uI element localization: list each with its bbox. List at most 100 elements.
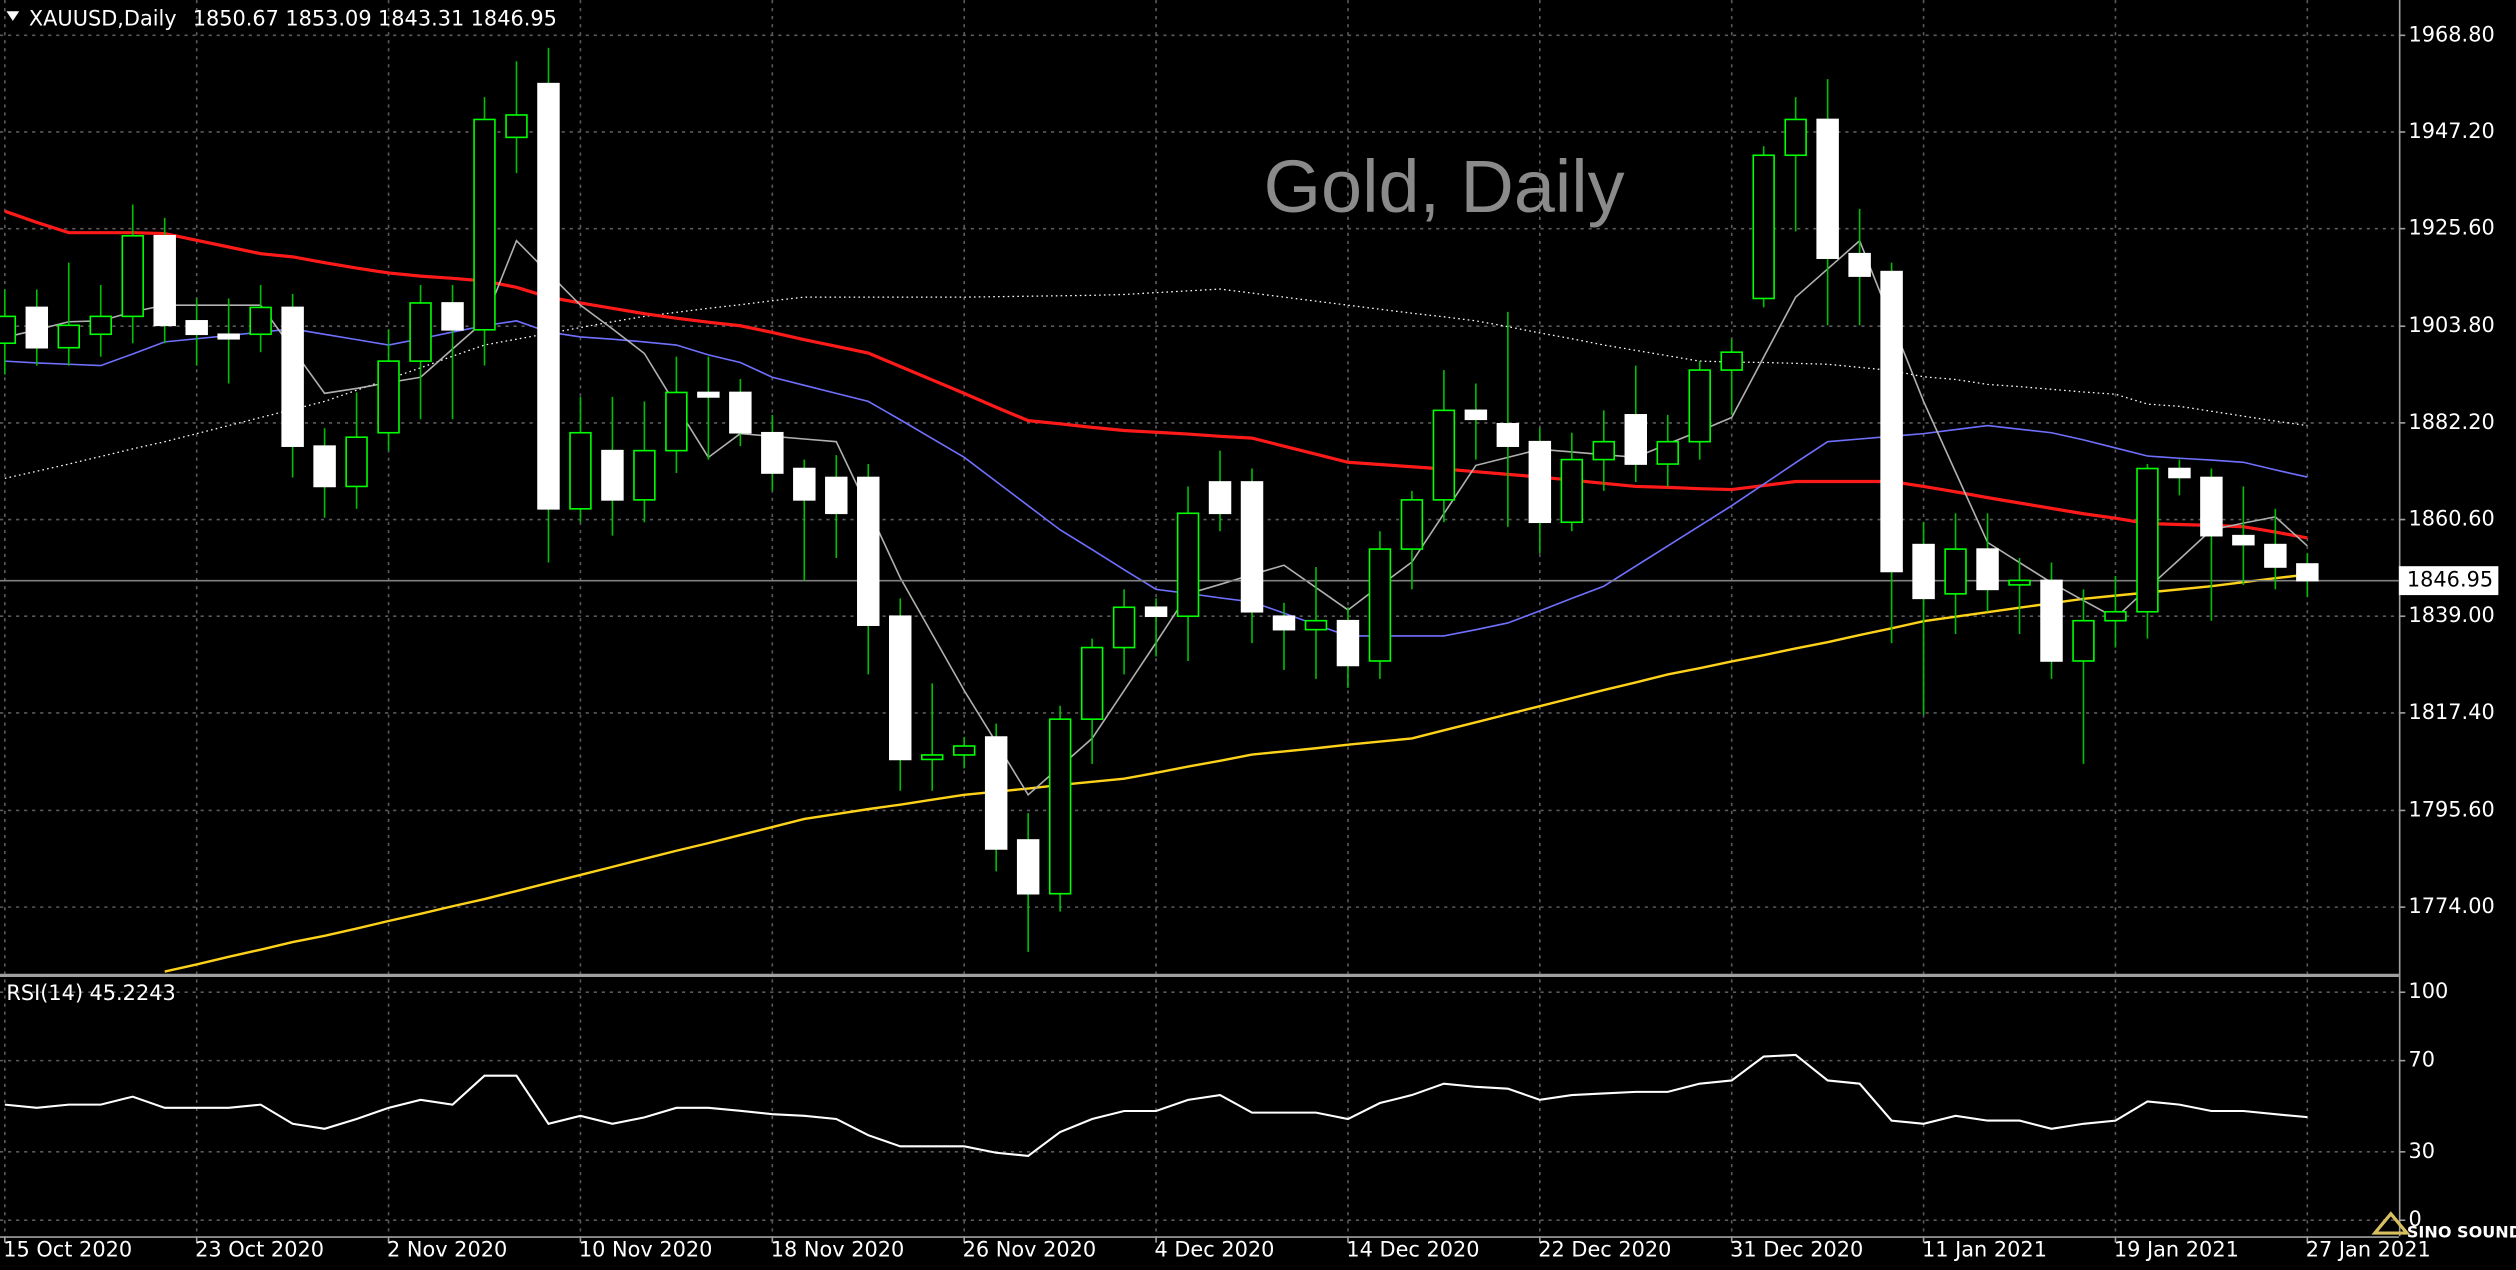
candle-body-down [1912, 543, 1935, 600]
candle-body-up [409, 302, 432, 362]
x-tick-label: 26 Nov 2020 [963, 1238, 1097, 1262]
symbol-menu-arrow[interactable] [6, 11, 20, 21]
candle-body-up [1560, 458, 1584, 524]
candle-body-down [153, 235, 176, 327]
candle-body-up [1592, 440, 1616, 461]
y-tick-label: 1925.60 [2408, 216, 2494, 240]
candle-body-down [761, 431, 784, 474]
y-tick-label: 1839.00 [2408, 603, 2494, 627]
logo-text: SINO SOUND [2407, 1223, 2516, 1242]
candle-body-up [1080, 646, 1104, 720]
candle-body-up [345, 436, 368, 488]
x-tick-label: 14 Dec 2020 [1346, 1238, 1479, 1262]
header-open: 1850.67 [193, 6, 279, 30]
candle-body-down [1464, 409, 1488, 421]
candles [0, 47, 2319, 952]
candle-body-down [1848, 252, 1871, 277]
candle-body-down [185, 320, 208, 336]
candle-body-up [1720, 351, 1743, 371]
x-tick-label: 18 Nov 2020 [771, 1238, 905, 1262]
header-high: 1853.09 [285, 6, 371, 30]
symbol-header: XAUUSD,Daily 1850.67 1853.09 1843.31 1846.95 [29, 6, 557, 30]
candle-body-up [633, 449, 656, 501]
moving-average [4, 209, 2308, 540]
candle-body-down [697, 391, 720, 398]
candle-body-up [121, 235, 144, 318]
rsi-tick-label: 70 [2408, 1048, 2435, 1072]
rsi-tick-label: 30 [2408, 1139, 2435, 1163]
candle-body-down [2232, 534, 2255, 546]
candle-body-up [1688, 369, 1711, 443]
x-tick-label: 31 Dec 2020 [1730, 1238, 1863, 1262]
candle-body-down [281, 306, 304, 447]
candle-body-down [601, 449, 624, 501]
x-tick-label: 2 Nov 2020 [387, 1238, 507, 1262]
candle-body-down [1240, 481, 1264, 613]
y-tick-label: 1968.80 [2408, 22, 2494, 46]
candle-body-down [825, 476, 848, 515]
y-tick-label: 1947.20 [2408, 119, 2494, 143]
candle-body-down [1208, 481, 1232, 515]
candle-body-up [57, 324, 81, 349]
candle-body-up [377, 360, 400, 434]
symbol-title: XAUUSD,Daily [29, 6, 177, 30]
current-price-label: 1846.95 [2407, 568, 2493, 592]
y-tick-label: 1795.60 [2408, 797, 2494, 821]
candle-body-down [25, 306, 49, 349]
candle-body-up [569, 431, 592, 510]
y-tick-label: 1903.80 [2408, 313, 2494, 337]
candle-body-up [1784, 118, 1807, 157]
y-tick-label: 1774.00 [2408, 894, 2494, 918]
candle-body-down [1272, 615, 1296, 631]
candle-body-up [1656, 440, 1679, 465]
candle-body-down [793, 467, 816, 501]
x-tick-label: 10 Nov 2020 [579, 1238, 713, 1262]
header-close: 1846.95 [471, 6, 557, 30]
candle-body-up [2008, 579, 2031, 586]
rsi-current: 45.2243 [90, 981, 176, 1005]
candle-body-up [920, 754, 944, 761]
candle-body-down [857, 476, 880, 626]
candle-body-down [889, 615, 912, 761]
candle-body-up [1752, 154, 1775, 300]
logo: SINO SOUND [2371, 1211, 2516, 1242]
candle-body-down [1976, 548, 1999, 591]
candle-body-up [2072, 619, 2095, 662]
candle-body-up [1304, 619, 1328, 631]
current-price-tag [2398, 566, 2499, 596]
candle-body-up [473, 118, 496, 331]
candle-body-up [1432, 409, 1456, 501]
candle-body-up [2136, 467, 2159, 613]
candle-body-down [1880, 270, 1903, 573]
candle-body-up [1368, 548, 1392, 662]
rsi-tick-label: 100 [2408, 979, 2448, 1003]
candle-body-down [217, 333, 240, 340]
candle-body-down [1336, 619, 1360, 667]
candle-body-up [1112, 606, 1136, 649]
candle-body-up [1944, 548, 1967, 595]
candle-body-down [1496, 422, 1520, 447]
y-tick-label: 1882.20 [2408, 410, 2494, 434]
logo-mark [2371, 1211, 2411, 1235]
x-tick-label: 11 Jan 2021 [1922, 1238, 2047, 1262]
candle-body-down [1624, 414, 1648, 465]
watermark: Gold, Daily [1264, 145, 1625, 228]
header-low: 1843.31 [378, 6, 464, 30]
rsi-label: RSI(14) [6, 981, 83, 1005]
candle-body-down [984, 736, 1008, 850]
candle-body-down [729, 391, 752, 434]
candle-body-down [1016, 839, 1040, 895]
candle-body-down [2168, 467, 2191, 479]
x-tick-label: 22 Dec 2020 [1538, 1238, 1671, 1262]
candle-body-up [89, 315, 112, 336]
candle-body-down [2296, 563, 2319, 582]
y-tick-label: 1817.40 [2408, 700, 2494, 724]
candle-body-up [1048, 718, 1072, 895]
candle-body-down [2200, 476, 2223, 537]
candle-body-down [1816, 118, 1839, 259]
candle-body-down [1144, 606, 1168, 618]
rsi-panel [4, 1053, 2308, 1158]
candle-body-up [665, 391, 688, 452]
y-tick-label: 1860.60 [2408, 507, 2494, 531]
